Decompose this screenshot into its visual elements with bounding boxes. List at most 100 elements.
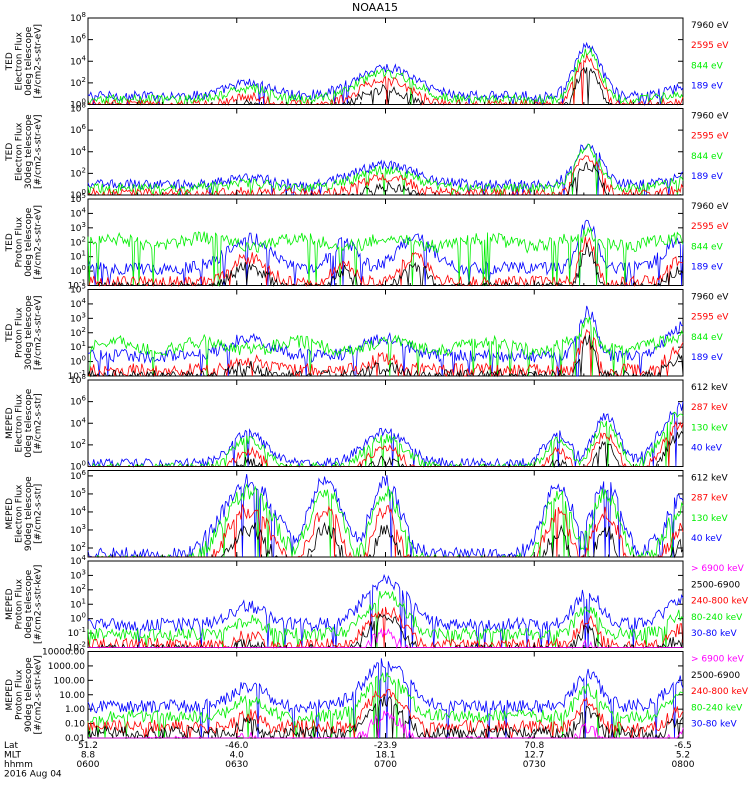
- y-tick-label: 1.00: [65, 705, 85, 715]
- legend-entry: 40 keV: [691, 534, 723, 544]
- legend-entry: 2595 eV: [691, 132, 729, 142]
- x-axis-row-label: Lat: [4, 741, 19, 751]
- legend-entry: 80-240 keV: [691, 703, 743, 713]
- y-tick-label: 0.10: [65, 720, 85, 730]
- legend-entry: 2500-6900: [691, 580, 740, 590]
- series-line: [87, 401, 684, 469]
- y-axis-label-line: [#/cm2-s-str-eV]: [34, 205, 44, 280]
- y-tick-label: 106: [70, 395, 86, 408]
- y-axis-label-line: [#/cm2-s-str-eV]: [34, 24, 44, 99]
- y-axis-label-line: Electron Flux: [15, 31, 25, 90]
- x-axis-value: 0600: [77, 760, 100, 770]
- y-tick-label: 103: [70, 568, 86, 581]
- y-tick-label: 104: [70, 416, 86, 429]
- y-tick-label: 104: [70, 297, 86, 310]
- y-tick-label: 103: [70, 523, 86, 536]
- y-axis-label-line: TED: [5, 233, 15, 252]
- legend-entry: 2595 eV: [691, 41, 729, 51]
- x-axis-row-label: MLT: [4, 751, 22, 761]
- y-axis-label-line: 30deg telescope: [24, 295, 34, 370]
- y-axis-label-line: 0deg telescope: [24, 388, 34, 458]
- y-axis-label-line: MEPED: [5, 498, 15, 530]
- y-axis-label-line: 90deg telescope: [24, 476, 34, 551]
- y-tick-label: 10000.00: [42, 648, 85, 658]
- legend-entry: 189 eV: [691, 172, 724, 182]
- legend-entry: 7960 eV: [691, 293, 729, 303]
- panel-frame: [87, 379, 684, 467]
- series-line: [87, 219, 684, 286]
- y-axis-label-line: Electron Flux: [15, 393, 25, 452]
- legend-entry: 189 eV: [691, 82, 724, 92]
- legend-entry: 612 keV: [691, 383, 728, 393]
- y-tick-label: 102: [70, 166, 86, 179]
- y-tick-label: 104: [70, 505, 86, 518]
- series-line: [87, 143, 684, 196]
- y-axis-label-line: 0deg telescope: [24, 26, 34, 96]
- series-line: [87, 573, 684, 648]
- legend-entry: > 6900 keV: [691, 655, 745, 665]
- x-axis-value: 12.7: [524, 751, 544, 761]
- y-tick-label: 101: [70, 597, 86, 610]
- y-tick-label: 101: [70, 340, 86, 353]
- y-tick-label: 102: [70, 541, 86, 554]
- y-axis-label-line: Proton Flux: [15, 669, 25, 720]
- x-axis-labels: Lat 51.2 -46.0 -23.9 70.8 -6.5 MLT 8.8 4.0 18.1 12…: [4, 741, 695, 780]
- legend-entry: 80-240 keV: [691, 613, 743, 623]
- x-axis-value: -46.0: [225, 741, 249, 751]
- series-line: [88, 316, 684, 377]
- series-line: [87, 590, 684, 648]
- y-axis-label-line: 30deg telescope: [24, 114, 34, 189]
- y-axis-label-line: 0deg telescope: [24, 207, 34, 277]
- x-axis-date: 2016 Aug 04: [4, 770, 62, 780]
- y-axis-label-line: Proton Flux: [15, 307, 25, 358]
- y-tick-label: 104: [70, 206, 86, 219]
- y-tick-label: 10.00: [59, 691, 85, 701]
- x-axis-value: -6.5: [674, 741, 692, 751]
- legend-entry: 844 eV: [691, 242, 724, 252]
- y-axis-label-line: 90deg telescope: [24, 657, 34, 732]
- y-tick-label: 103: [70, 311, 86, 324]
- series-line: [87, 328, 684, 378]
- y-tick-label: 106: [70, 123, 86, 136]
- y-axis-label-line: MEPED: [5, 407, 15, 439]
- series-line: [87, 53, 684, 106]
- x-axis-value: 70.8: [524, 741, 544, 751]
- legend-entry: 240-800 keV: [691, 687, 749, 697]
- x-axis-value: 0700: [374, 760, 397, 770]
- y-axis-label-line: TED: [5, 52, 15, 71]
- series-line: [87, 694, 684, 740]
- series-line: [87, 41, 684, 106]
- series-line: [88, 66, 683, 106]
- x-axis-value: 5.2: [676, 751, 690, 761]
- figure-title: NOAA15: [352, 1, 398, 14]
- series-line: [87, 143, 684, 197]
- legend-entry: 30-80 keV: [691, 720, 737, 730]
- legend-entry: 287 keV: [691, 494, 728, 504]
- y-axis-label-line: [#/cm2-s-str-keV]: [34, 655, 44, 734]
- legend-entry: 7960 eV: [691, 112, 729, 122]
- x-axis-value: 0730: [523, 760, 546, 770]
- y-tick-label: 102: [70, 326, 86, 339]
- y-axis-label-line: [#/cm2-s-str-keV]: [34, 565, 44, 644]
- x-axis-value: 4.0: [230, 751, 245, 761]
- y-axis-label-line: Proton Flux: [15, 216, 25, 267]
- y-axis-label-line: Electron Flux: [15, 484, 25, 543]
- y-axis-label-line: TED: [5, 324, 15, 343]
- y-axis-label-line: MEPED: [5, 588, 15, 620]
- y-tick-label: 103: [70, 221, 86, 234]
- series-line: [87, 658, 684, 739]
- y-tick-label: 100: [70, 612, 86, 625]
- panel-frame: [87, 17, 684, 105]
- y-axis-label-line: [#/cm2-s-str-eV]: [34, 295, 44, 370]
- y-tick-label: 104: [70, 554, 86, 567]
- x-axis-value: 18.1: [375, 751, 395, 761]
- y-tick-label: 102: [70, 438, 86, 451]
- x-axis-value: 0630: [225, 760, 248, 770]
